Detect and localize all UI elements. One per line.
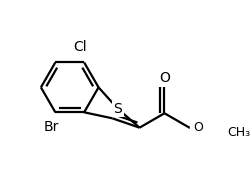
- Text: Br: Br: [44, 121, 59, 135]
- Text: CH₃: CH₃: [227, 126, 250, 139]
- Text: O: O: [159, 71, 170, 85]
- Text: O: O: [193, 121, 203, 134]
- Text: Cl: Cl: [74, 40, 87, 54]
- Text: S: S: [114, 102, 122, 116]
